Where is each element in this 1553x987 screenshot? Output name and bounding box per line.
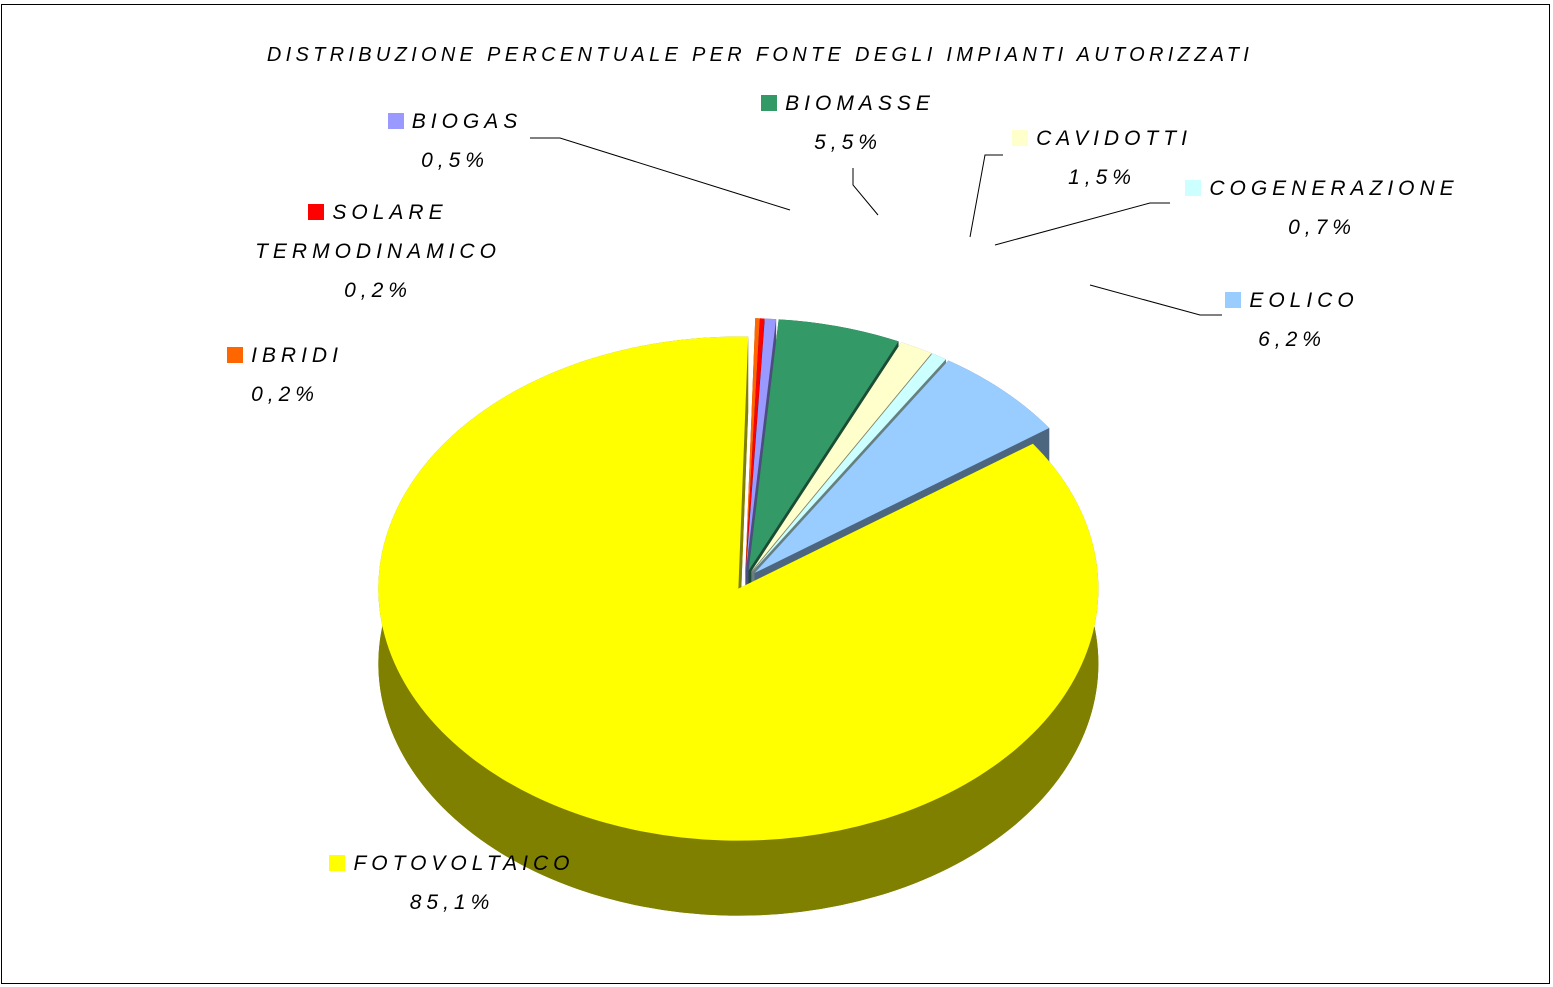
label-name-line: COGENERAZIONE bbox=[1162, 169, 1482, 208]
leader-line bbox=[1089, 284, 1222, 316]
value-label: 85,1% bbox=[409, 891, 495, 914]
leader-line bbox=[994, 202, 1170, 246]
pie-slice bbox=[754, 360, 1050, 573]
category-label: EOLICO bbox=[1249, 289, 1359, 312]
value-label: 0,5% bbox=[421, 149, 489, 172]
label-name-line: CAVIDOTTI bbox=[982, 119, 1222, 158]
pie-slice bbox=[745, 318, 760, 571]
data-label: BIOGAS 0,5% bbox=[345, 102, 565, 180]
leader-line bbox=[969, 154, 1003, 238]
data-label: IBRIDI 0,2% bbox=[205, 336, 365, 414]
label-name-line: BIOMASSE bbox=[718, 84, 978, 123]
data-label: SOLARE TERMODINAMICO 0,2% bbox=[213, 193, 543, 310]
pie-slices bbox=[378, 318, 1099, 916]
data-label: BIOMASSE 5,5% bbox=[718, 84, 978, 162]
legend-swatch bbox=[761, 95, 778, 111]
label-name-line: BIOGAS bbox=[345, 102, 565, 141]
category-label: SOLARE TERMODINAMICO bbox=[255, 201, 501, 263]
pie-slice bbox=[748, 319, 899, 571]
data-label: COGENERAZIONE 0,7% bbox=[1162, 169, 1482, 247]
data-label: EOLICO 6,2% bbox=[1192, 281, 1392, 359]
value-label: 0,2% bbox=[344, 279, 412, 302]
category-label: COGENERAZIONE bbox=[1209, 177, 1459, 200]
pie-slice bbox=[751, 342, 932, 572]
leader-lines bbox=[530, 137, 1222, 316]
value-label: 0,7% bbox=[1288, 216, 1356, 239]
label-name-line: IBRIDI bbox=[205, 336, 365, 375]
slice-side bbox=[738, 336, 749, 664]
category-label: BIOMASSE bbox=[785, 92, 935, 115]
pie-slice bbox=[745, 318, 765, 571]
category-label: BIOGAS bbox=[411, 110, 523, 133]
label-name-line: SOLARE TERMODINAMICO bbox=[213, 193, 543, 271]
chart-title: DISTRIBUZIONE PERCENTUALE PER FONTE DEGL… bbox=[266, 44, 1254, 66]
category-label: CAVIDOTTI bbox=[1036, 127, 1192, 150]
legend-swatch bbox=[1012, 130, 1029, 146]
pie-slice bbox=[752, 353, 946, 572]
value-label: 1,5% bbox=[1068, 166, 1136, 189]
leader-line bbox=[530, 137, 791, 211]
pie-slice bbox=[745, 318, 777, 571]
category-label: IBRIDI bbox=[251, 344, 343, 367]
legend-swatch bbox=[308, 204, 325, 220]
leader-line bbox=[852, 168, 879, 216]
value-label: 6,2% bbox=[1258, 328, 1326, 351]
legend-swatch bbox=[1185, 180, 1202, 196]
pie-slice bbox=[378, 336, 1099, 841]
category-label: FOTOVOLTAICO bbox=[353, 852, 575, 875]
label-name-line: FOTOVOLTAICO bbox=[292, 844, 612, 883]
legend-swatch bbox=[329, 855, 346, 871]
chart-frame bbox=[1, 4, 1550, 984]
value-label: 0,2% bbox=[251, 383, 319, 406]
data-label: CAVIDOTTI 1,5% bbox=[982, 119, 1222, 197]
label-name-line: EOLICO bbox=[1192, 281, 1392, 320]
value-label: 5,5% bbox=[814, 131, 882, 154]
data-label: FOTOVOLTAICO 85,1% bbox=[292, 844, 612, 922]
legend-swatch bbox=[227, 347, 244, 363]
legend-swatch bbox=[1225, 292, 1242, 308]
legend-swatch bbox=[387, 113, 404, 129]
